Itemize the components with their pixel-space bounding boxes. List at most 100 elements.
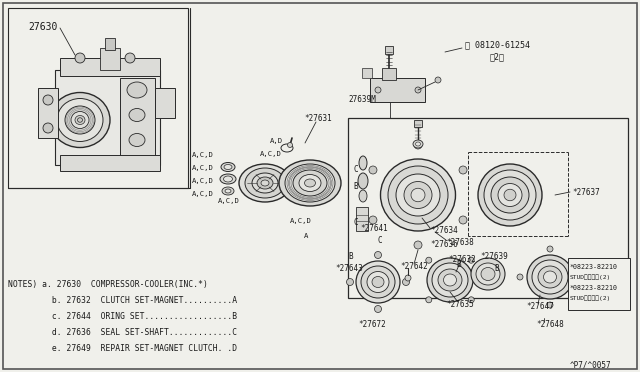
Ellipse shape (50, 93, 110, 148)
Text: *27643: *27643 (335, 264, 363, 273)
Ellipse shape (65, 106, 95, 134)
Bar (370, 78, 425, 102)
Ellipse shape (532, 260, 568, 294)
Bar (8, 8, 188, 188)
Circle shape (606, 270, 610, 274)
Circle shape (375, 87, 381, 93)
Bar (568, 258, 630, 310)
Ellipse shape (438, 269, 462, 291)
Text: *27642: *27642 (400, 262, 428, 271)
Bar (382, 68, 396, 80)
Ellipse shape (305, 179, 316, 187)
Text: *27672: *27672 (358, 320, 386, 329)
Circle shape (369, 216, 377, 224)
Circle shape (43, 123, 53, 133)
Text: *27648: *27648 (536, 320, 564, 329)
Text: *27647: *27647 (526, 302, 554, 311)
Text: A,C,D: A,C,D (192, 152, 214, 158)
Circle shape (586, 259, 593, 266)
Bar (105, 38, 115, 50)
Circle shape (517, 274, 523, 280)
Bar (362, 68, 372, 78)
Ellipse shape (527, 255, 573, 299)
Text: B: B (353, 182, 358, 191)
Text: C: C (378, 236, 383, 245)
Text: *27635: *27635 (446, 300, 474, 309)
Text: A,C,D: A,C,D (290, 218, 312, 224)
Bar (348, 118, 628, 298)
Text: A,C,D: A,C,D (218, 198, 240, 204)
Circle shape (415, 87, 421, 93)
Text: C: C (353, 165, 358, 174)
Circle shape (595, 269, 602, 276)
Text: *27634: *27634 (430, 226, 458, 235)
Ellipse shape (388, 166, 448, 224)
Circle shape (468, 297, 474, 303)
Ellipse shape (57, 99, 103, 141)
Bar (155, 88, 175, 118)
Text: STUDスタッド(2): STUDスタッド(2) (570, 295, 611, 301)
Circle shape (547, 246, 553, 252)
Text: c. 27644  ORING SET..................B: c. 27644 ORING SET..................B (8, 312, 237, 321)
Circle shape (405, 275, 411, 281)
Circle shape (426, 257, 432, 263)
Circle shape (414, 141, 422, 149)
Bar (356, 207, 368, 231)
Circle shape (374, 305, 381, 312)
Ellipse shape (71, 112, 89, 128)
Text: A,D: A,D (270, 138, 283, 144)
Ellipse shape (279, 160, 341, 206)
Text: C: C (353, 218, 358, 227)
Ellipse shape (129, 109, 145, 122)
Text: 27639M: 27639M (348, 95, 376, 104)
Circle shape (125, 53, 135, 63)
Text: A,C,D: A,C,D (192, 191, 214, 197)
Ellipse shape (478, 164, 542, 226)
Circle shape (593, 279, 600, 286)
Circle shape (403, 279, 410, 285)
Text: Ⓑ 08120-61254: Ⓑ 08120-61254 (465, 40, 530, 49)
Ellipse shape (476, 263, 500, 285)
Text: e. 27649  REPAIR SET-MAGNET CLUTCH. .D: e. 27649 REPAIR SET-MAGNET CLUTCH. .D (8, 344, 237, 353)
Text: STUDスタッド(2): STUDスタッド(2) (570, 274, 611, 280)
Circle shape (593, 281, 597, 285)
Text: A,C,D: A,C,D (260, 151, 282, 157)
Bar (100, 48, 120, 70)
Text: *27637: *27637 (572, 188, 600, 197)
Text: B: B (348, 252, 353, 261)
Ellipse shape (413, 140, 423, 148)
Ellipse shape (471, 258, 505, 290)
Text: B: B (494, 264, 499, 273)
Ellipse shape (491, 177, 529, 213)
Text: A,C,D: A,C,D (192, 165, 214, 171)
Bar (60, 155, 160, 171)
Ellipse shape (225, 189, 231, 193)
Circle shape (435, 77, 441, 83)
Ellipse shape (381, 159, 456, 231)
Ellipse shape (372, 276, 384, 288)
Circle shape (374, 251, 381, 259)
Ellipse shape (293, 170, 327, 196)
Ellipse shape (252, 173, 278, 193)
Circle shape (369, 166, 377, 174)
Text: *08223-82210: *08223-82210 (570, 264, 618, 270)
Ellipse shape (223, 176, 232, 182)
Text: *08223-82210: *08223-82210 (570, 285, 618, 291)
Bar (414, 120, 422, 127)
Text: *27638: *27638 (446, 238, 474, 247)
Ellipse shape (220, 174, 236, 184)
Ellipse shape (481, 267, 495, 280)
Ellipse shape (415, 142, 420, 146)
Text: （2）: （2） (490, 52, 505, 61)
Ellipse shape (359, 156, 367, 170)
Circle shape (604, 281, 608, 285)
Ellipse shape (299, 174, 321, 192)
Ellipse shape (224, 164, 232, 170)
Ellipse shape (222, 187, 234, 195)
Ellipse shape (358, 173, 368, 189)
Ellipse shape (404, 182, 432, 208)
Text: NOTES) a. 27630  COMPRESSOR-COOLER(INC.*): NOTES) a. 27630 COMPRESSOR-COOLER(INC.*) (8, 280, 208, 289)
Ellipse shape (129, 134, 145, 147)
Text: b. 27632  CLUTCH SET-MAGNET..........A: b. 27632 CLUTCH SET-MAGNET..........A (8, 296, 237, 305)
Ellipse shape (427, 258, 473, 302)
